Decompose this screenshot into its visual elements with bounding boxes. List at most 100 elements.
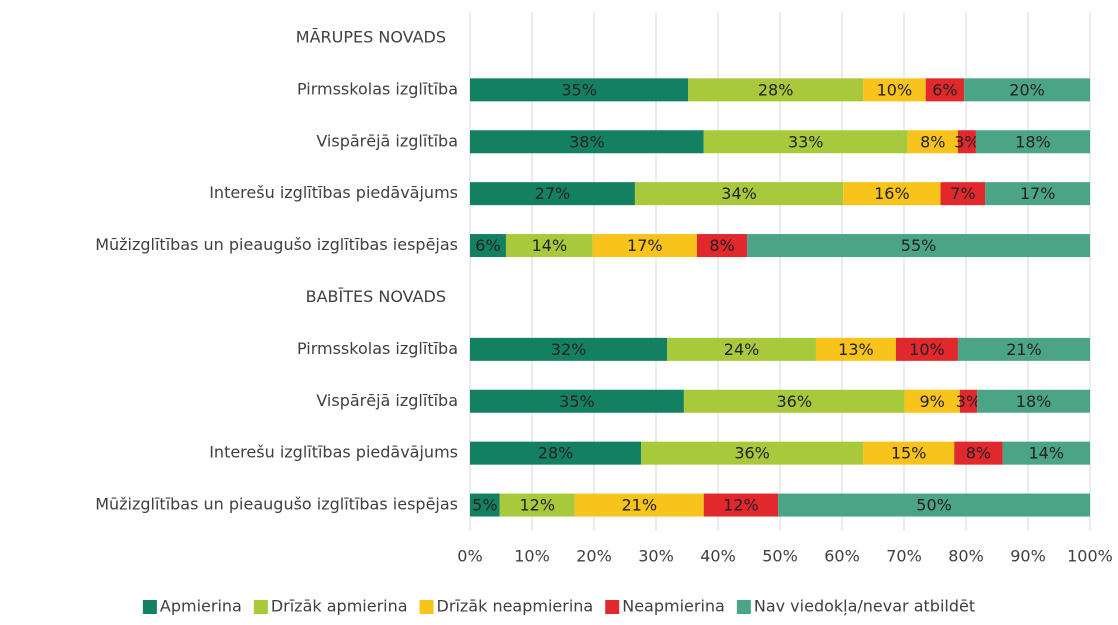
value-label: 15% — [891, 444, 927, 463]
value-label: 3% — [954, 132, 979, 151]
y-tick-label: Interešu izglītības piedāvājums — [209, 183, 458, 202]
value-label: 9% — [920, 392, 945, 411]
value-label: 6% — [932, 80, 957, 99]
bar-segment — [940, 182, 986, 206]
bar-segment — [863, 78, 926, 102]
bar-segment — [703, 130, 908, 154]
legend: Apmierina Drīzāk apmierina Drīzāk neapmier… — [142, 597, 975, 616]
value-label: 50% — [916, 496, 952, 515]
legend-swatch — [736, 600, 751, 614]
bar-segment — [907, 130, 958, 154]
value-label: 14% — [1029, 444, 1065, 463]
bar-segment — [957, 337, 1090, 361]
legend-swatch — [419, 600, 434, 614]
value-label: 18% — [1015, 132, 1051, 151]
bar-segment — [977, 389, 1090, 413]
bar-segment — [957, 130, 976, 154]
value-label: 35% — [561, 80, 597, 99]
value-label: 13% — [838, 340, 874, 359]
value-label: 20% — [1009, 80, 1045, 99]
bar-segment — [688, 78, 864, 102]
x-tick-label: 80% — [948, 547, 984, 566]
value-label: 14% — [532, 236, 568, 255]
x-tick-label: 0% — [457, 547, 482, 566]
value-label: 33% — [788, 132, 824, 151]
value-label: 24% — [724, 340, 760, 359]
value-label: 38% — [569, 132, 605, 151]
value-label: 12% — [519, 496, 555, 515]
value-label: 36% — [776, 392, 812, 411]
bar-segment — [985, 182, 1090, 206]
bar-segment — [470, 130, 704, 154]
value-label: 34% — [721, 184, 757, 203]
bar-segment — [499, 493, 575, 517]
legend-label: Drīzāk apmierina — [271, 597, 408, 616]
bar-segment — [696, 234, 748, 258]
value-label: 21% — [621, 496, 657, 515]
legend-label: Neapmierina — [622, 597, 725, 616]
y-tick-label: Vispārējā izglītība — [316, 131, 458, 150]
group-header: MĀRUPES NOVADS — [296, 27, 446, 46]
y-tick-label: Pirmsskolas izglītība — [297, 79, 458, 98]
bar-segment — [975, 130, 1090, 154]
y-tick-label: Mūžizglītības un pieaugušo izglītības ie… — [95, 235, 458, 254]
bar-segment — [470, 234, 506, 258]
bar-segment — [574, 493, 704, 517]
value-label: 17% — [1020, 184, 1056, 203]
x-tick-label: 100% — [1067, 547, 1113, 566]
legend-swatch — [142, 600, 157, 614]
y-tick-label: Mūžizglītības un pieaugušo izglītības ie… — [95, 495, 458, 514]
bar-segment — [954, 441, 1003, 465]
bar-segment — [863, 441, 955, 465]
y-tick-label: Interešu izglītības piedāvājums — [209, 443, 458, 462]
bar-segment — [815, 337, 896, 361]
legend-swatch — [253, 600, 268, 614]
value-label: 55% — [901, 236, 937, 255]
value-label: 32% — [551, 340, 587, 359]
bar-segment — [904, 389, 960, 413]
value-label: 12% — [723, 496, 759, 515]
legend-label: Drīzāk neapmierina — [437, 597, 594, 616]
value-label: 6% — [475, 236, 500, 255]
value-label: 8% — [920, 132, 945, 151]
legend-swatch — [605, 600, 620, 614]
value-label: 8% — [966, 444, 991, 463]
value-label: 10% — [909, 340, 945, 359]
x-tick-label: 90% — [1010, 547, 1046, 566]
value-label: 5% — [472, 496, 497, 515]
bar-segment — [747, 234, 1090, 258]
bar-segment — [470, 389, 684, 413]
bar-segment — [843, 182, 941, 206]
value-label: 35% — [559, 392, 595, 411]
value-label: 18% — [1016, 392, 1052, 411]
bar-segment — [683, 389, 905, 413]
bar-segment — [470, 182, 635, 206]
value-label: 36% — [734, 444, 770, 463]
value-label: 10% — [877, 80, 913, 99]
value-label: 27% — [535, 184, 571, 203]
value-label: 16% — [874, 184, 910, 203]
x-tick-label: 60% — [824, 547, 860, 566]
y-tick-label: Vispārējā izglītība — [316, 391, 458, 410]
bar-segment — [470, 493, 500, 517]
x-tick-label: 40% — [700, 547, 736, 566]
group-header: BABĪTES NOVADS — [306, 287, 446, 306]
bar-segment — [634, 182, 844, 206]
bar-segment — [592, 234, 697, 258]
bar-segment — [505, 234, 593, 258]
legend-label: Apmierina — [160, 597, 242, 616]
bar-segment — [959, 389, 978, 413]
x-tick-label: 20% — [576, 547, 612, 566]
x-tick-label: 50% — [762, 547, 798, 566]
bar-segment — [964, 78, 1090, 102]
y-tick-label: Pirmsskolas izglītība — [297, 339, 458, 358]
bar-segment — [470, 441, 642, 465]
value-label: 8% — [709, 236, 734, 255]
bar-segment — [667, 337, 816, 361]
bar-segment — [470, 78, 689, 102]
x-tick-label: 10% — [514, 547, 550, 566]
bar-segment — [1002, 441, 1090, 465]
legend-label: Nav viedokļa/nevar atbildēt — [754, 597, 975, 616]
bar-segment — [703, 493, 779, 517]
